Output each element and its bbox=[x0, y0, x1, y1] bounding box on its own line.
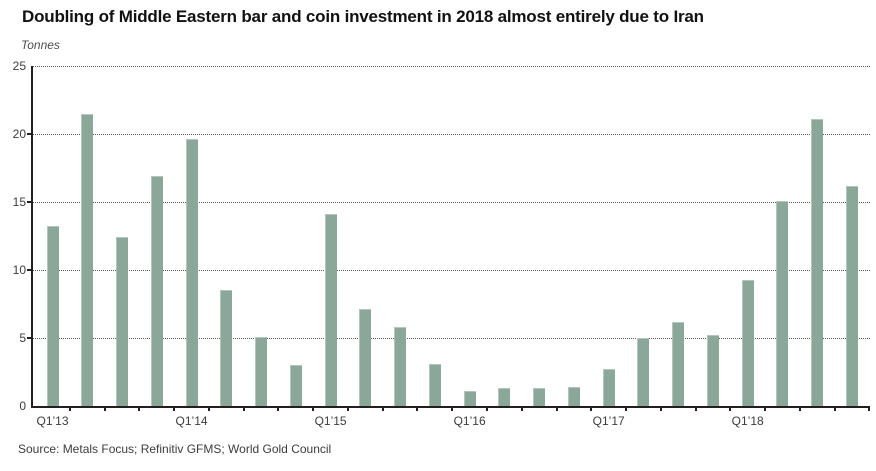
gridline-y25 bbox=[33, 66, 870, 67]
gridline-y15 bbox=[33, 202, 870, 203]
bar-Q4’15 bbox=[428, 363, 441, 406]
x-axis-tick bbox=[729, 406, 732, 411]
x-axis-label: Q1’16 bbox=[453, 414, 486, 428]
chart-title: Doubling of Middle Eastern bar and coin … bbox=[22, 7, 704, 26]
bar-Q4’16 bbox=[567, 386, 580, 406]
bar-Q4’13 bbox=[150, 176, 163, 406]
x-axis-tick bbox=[103, 406, 106, 411]
gridline-y20 bbox=[33, 134, 870, 135]
bar-Q3’15 bbox=[394, 327, 407, 406]
bar-Q3’17 bbox=[672, 321, 685, 406]
x-axis-tick bbox=[659, 406, 662, 411]
x-axis-tick bbox=[625, 406, 628, 411]
x-axis-label: Q1’18 bbox=[731, 414, 764, 428]
bar-Q2’16 bbox=[498, 388, 511, 406]
bar-Q3’14 bbox=[255, 336, 268, 406]
source-attribution: Source: Metals Focus; Refinitiv GFMS; Wo… bbox=[18, 442, 332, 456]
gridline-y10 bbox=[33, 270, 870, 271]
bar-Q3’18 bbox=[811, 119, 824, 406]
x-axis-tick bbox=[312, 406, 315, 411]
bar-Q2’14 bbox=[220, 290, 233, 406]
bar-Q2’18 bbox=[776, 200, 789, 406]
y-axis-label: 15 bbox=[12, 195, 26, 209]
x-axis-tick bbox=[381, 406, 384, 411]
x-axis-tick bbox=[555, 406, 558, 411]
y-axis-label: 5 bbox=[19, 331, 26, 345]
x-axis-tick bbox=[138, 406, 141, 411]
x-axis-label: Q1’14 bbox=[175, 414, 208, 428]
bar-Q1’14 bbox=[185, 139, 198, 406]
y-axis-label: 20 bbox=[12, 127, 26, 141]
x-axis-tick bbox=[520, 406, 523, 411]
x-axis-tick bbox=[451, 406, 454, 411]
y-axis-units-label: Tonnes bbox=[21, 38, 60, 52]
y-axis-tick bbox=[27, 133, 32, 135]
x-axis-tick bbox=[68, 406, 71, 411]
bar-Q4’18 bbox=[845, 185, 858, 406]
x-axis-tick bbox=[173, 406, 176, 411]
x-axis-tick bbox=[694, 406, 697, 411]
gridline-y5 bbox=[33, 338, 870, 339]
x-axis-tick bbox=[486, 406, 488, 411]
y-axis-label: 25 bbox=[12, 59, 26, 73]
bar-Q2’15 bbox=[359, 309, 372, 406]
y-axis-label: 0 bbox=[19, 399, 26, 413]
x-axis-tick bbox=[416, 406, 419, 411]
bar-Q4’14 bbox=[289, 365, 302, 406]
bar-Q3’13 bbox=[116, 237, 129, 406]
y-axis-tick bbox=[27, 201, 32, 203]
x-axis-tick bbox=[798, 406, 801, 411]
bar-Q1’16 bbox=[463, 391, 476, 406]
x-axis-tick bbox=[242, 406, 245, 411]
x-axis-tick bbox=[764, 406, 767, 411]
x-axis-tick bbox=[868, 406, 871, 411]
x-axis-tick bbox=[833, 406, 836, 411]
y-axis-tick bbox=[27, 269, 32, 271]
bar-Q4’17 bbox=[706, 335, 719, 406]
x-axis-label: Q1’17 bbox=[592, 414, 625, 428]
y-axis-label: 10 bbox=[12, 263, 26, 277]
bar-Q2’17 bbox=[637, 338, 650, 406]
bar-Q1’13 bbox=[46, 226, 59, 406]
x-axis-tick bbox=[346, 406, 349, 411]
x-axis-label: Q1’13 bbox=[36, 414, 69, 428]
x-axis-tick bbox=[277, 406, 280, 411]
x-axis-label: Q1’15 bbox=[314, 414, 347, 428]
x-axis-tick bbox=[590, 406, 593, 411]
bar-Q1’18 bbox=[741, 279, 754, 406]
bar-Q3’16 bbox=[533, 388, 546, 406]
plot-area: 0 5 10 15 20 25 Q1’13 Q1’14 Q1’15 Q1’16 Q1’17 Q1’18 bbox=[13, 60, 871, 428]
bar-Q1’15 bbox=[324, 214, 337, 406]
x-axis-tick bbox=[207, 406, 210, 411]
bar-Q2’13 bbox=[81, 113, 94, 406]
y-axis-tick bbox=[27, 337, 32, 339]
bar-Q1’17 bbox=[602, 369, 615, 406]
